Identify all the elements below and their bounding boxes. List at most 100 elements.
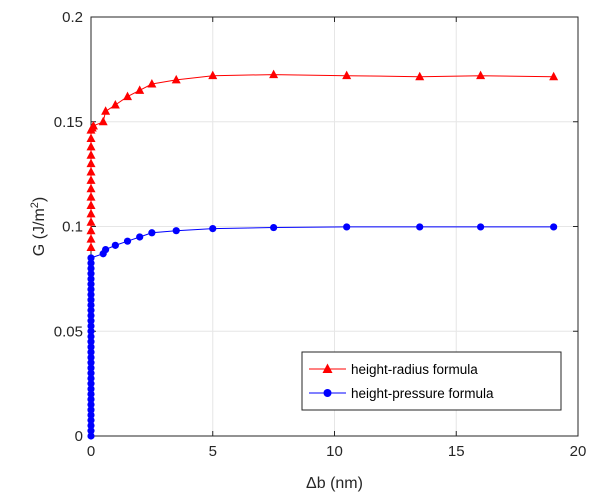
data-point-circle — [87, 285, 95, 293]
data-point-triangle — [86, 183, 96, 193]
data-point-circle — [87, 353, 95, 362]
data-point-circle — [87, 380, 95, 388]
data-point-circle — [87, 332, 95, 341]
data-point-triangle — [208, 70, 218, 80]
data-point-circle — [87, 427, 95, 435]
data-point-circle — [87, 259, 95, 267]
y-tick-label: 0.2 — [62, 9, 83, 26]
data-point-circle — [87, 385, 95, 393]
data-point-triangle — [135, 85, 145, 94]
data-point-circle — [87, 369, 95, 377]
data-point-circle — [87, 390, 95, 398]
data-point-circle — [87, 411, 95, 419]
data-point-circle — [209, 224, 217, 233]
data-point-circle — [87, 421, 95, 430]
data-point-circle — [148, 229, 156, 237]
y-axis-title: G (J/m2) — [29, 197, 48, 256]
data-point-triangle — [86, 167, 96, 176]
data-point-circle — [87, 348, 95, 356]
data-point-triangle — [86, 175, 96, 184]
x-tick-label: 0 — [87, 443, 95, 460]
data-point-triangle — [98, 116, 108, 126]
data-point-triangle — [86, 158, 96, 168]
data-point-triangle — [147, 79, 157, 88]
data-point-circle — [87, 406, 95, 414]
data-point-triangle — [86, 141, 96, 151]
data-point-triangle — [86, 133, 96, 143]
data-point-triangle — [86, 150, 96, 159]
y-tick-label: 0.1 — [62, 219, 83, 236]
legend: height-radius formula height-pressure fo… — [301, 351, 562, 411]
data-point-circle — [87, 264, 95, 272]
data-point-circle — [87, 343, 95, 351]
data-point-triangle — [86, 242, 96, 251]
y-tick-label: 0.15 — [54, 114, 83, 131]
legend-marker-circle — [323, 389, 332, 397]
data-point-circle — [87, 359, 95, 367]
data-point-triangle — [110, 99, 120, 109]
data-point-triangle — [86, 217, 96, 226]
data-point-circle — [87, 395, 95, 403]
x-tick-label: 10 — [326, 443, 343, 460]
data-point-triangle — [342, 70, 352, 80]
data-point-circle — [87, 254, 95, 262]
data-point-circle — [87, 311, 95, 320]
y-tick-label: 0.05 — [54, 323, 83, 340]
data-point-circle — [550, 223, 558, 231]
data-point-circle — [136, 233, 144, 241]
data-point-circle — [102, 245, 110, 254]
data-point-circle — [111, 241, 119, 249]
data-point-circle — [87, 306, 95, 314]
data-point-triangle — [101, 106, 111, 115]
data-point-circle — [87, 432, 95, 440]
legend-box — [301, 351, 562, 411]
data-point-circle — [87, 290, 95, 299]
data-point-circle — [87, 338, 95, 346]
data-point-triangle — [476, 70, 486, 80]
data-point-circle — [87, 275, 95, 283]
data-point-circle — [87, 364, 95, 372]
tick-labels: 0 5 10 15 20 0 0.05 0.1 0.15 0.2 — [54, 9, 587, 460]
data-point-circle — [87, 327, 95, 335]
data-point-triangle — [88, 120, 98, 130]
data-point-circle — [343, 223, 351, 231]
data-point-circle — [87, 416, 95, 424]
legend-label-height-radius: height-radius formula — [351, 362, 478, 377]
data-point-circle — [87, 301, 95, 309]
series-height-pressure-formula — [87, 223, 558, 440]
data-point-circle — [87, 296, 95, 304]
data-point-circle — [416, 223, 424, 231]
data-point-triangle — [86, 208, 96, 218]
x-tick-label: 5 — [209, 443, 217, 460]
data-point-triangle — [171, 74, 181, 84]
data-point-triangle — [269, 69, 279, 79]
data-point-circle — [87, 280, 95, 288]
data-point-triangle — [549, 71, 559, 81]
data-point-triangle — [123, 91, 133, 101]
data-point-circle — [87, 270, 95, 278]
data-point-circle — [123, 237, 132, 245]
y-axis-title-sup: 2 — [29, 202, 41, 208]
data-point-triangle — [86, 192, 96, 201]
data-point-circle — [87, 317, 95, 325]
x-axis-title: Δb (nm) — [306, 475, 363, 492]
data-point-triangle — [86, 225, 96, 235]
x-tick-label: 20 — [570, 443, 587, 460]
data-point-circle — [87, 374, 95, 382]
series-layer — [86, 69, 559, 440]
data-point-circle — [270, 223, 278, 232]
y-tick-label: 0 — [75, 428, 83, 445]
legend-label-height-pressure: height-pressure formula — [351, 386, 494, 401]
data-point-triangle — [86, 234, 96, 243]
series-height-radius-formula — [86, 69, 559, 251]
y-axis-title-tail: ) — [31, 197, 48, 202]
y-axis-title-main: G (J/m — [31, 208, 48, 256]
legend-marker-triangle — [322, 363, 333, 373]
data-point-circle — [477, 223, 485, 231]
data-point-triangle — [86, 200, 96, 210]
x-tick-label: 15 — [448, 443, 465, 460]
data-point-circle — [87, 400, 95, 409]
data-point-triangle — [415, 71, 425, 81]
data-point-circle — [172, 227, 180, 235]
